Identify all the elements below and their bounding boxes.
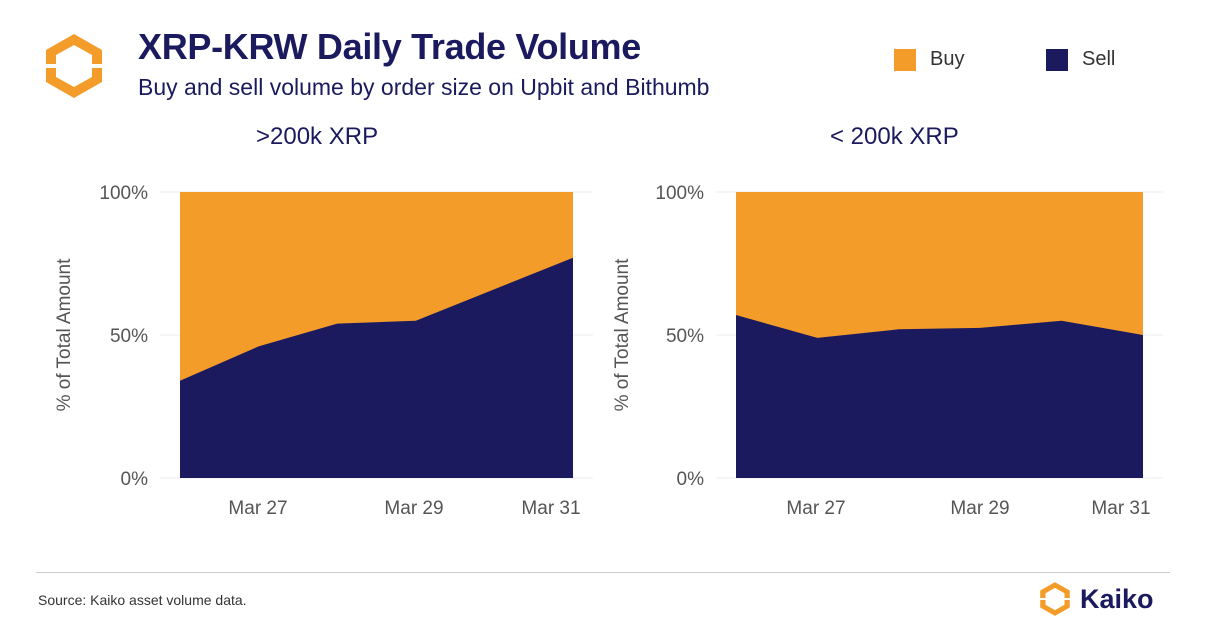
y-tick-label: 0% (121, 469, 149, 490)
source-note: Source: Kaiko asset volume data. (38, 592, 247, 608)
legend-label-sell: Sell (1082, 48, 1116, 70)
footer-divider (36, 572, 1170, 573)
x-tick-label: Mar 27 (228, 498, 287, 519)
y-tick-label: 0% (677, 469, 705, 490)
brand-name: Kaiko (1080, 583, 1154, 614)
x-tick-label: Mar 31 (1091, 498, 1150, 519)
panel-title-large-orders: >200k XRP (256, 123, 379, 150)
legend-label-buy: Buy (930, 48, 965, 70)
legend-item-buy: Buy (894, 48, 964, 71)
y-tick-label: 100% (655, 183, 704, 204)
x-tick-label: Mar 31 (521, 498, 580, 519)
y-tick-label: 100% (99, 183, 148, 204)
legend-item-sell: Sell (1046, 48, 1115, 71)
sell-area (180, 257, 573, 478)
y-tick-label: 50% (110, 326, 148, 347)
kaiko-logo-icon (46, 34, 102, 98)
x-tick-label: Mar 27 (786, 498, 845, 519)
x-tick-label: Mar 29 (950, 498, 1009, 519)
area-charts: 0% 50% 100% Mar 27 Mar 29 Mar 31 % of Total Am… (54, 183, 1163, 519)
y-axis-label: % of Total Amount (54, 258, 75, 412)
y-tick-label: 50% (666, 326, 704, 347)
x-tick-label: Mar 29 (384, 498, 443, 519)
kaiko-brand: Kaiko (1036, 580, 1154, 618)
chart-title: XRP-KRW Daily Trade Volume (138, 26, 641, 67)
legend-swatch-buy (894, 48, 916, 71)
chart-subtitle: Buy and sell volume by order size on Upb… (138, 74, 710, 100)
legend-swatch-sell (1046, 48, 1068, 71)
y-axis-label: % of Total Amount (612, 258, 633, 412)
kaiko-small-logo-icon (1040, 582, 1070, 616)
panel-title-small-orders: < 200k XRP (830, 123, 959, 150)
sell-area (736, 315, 1143, 478)
